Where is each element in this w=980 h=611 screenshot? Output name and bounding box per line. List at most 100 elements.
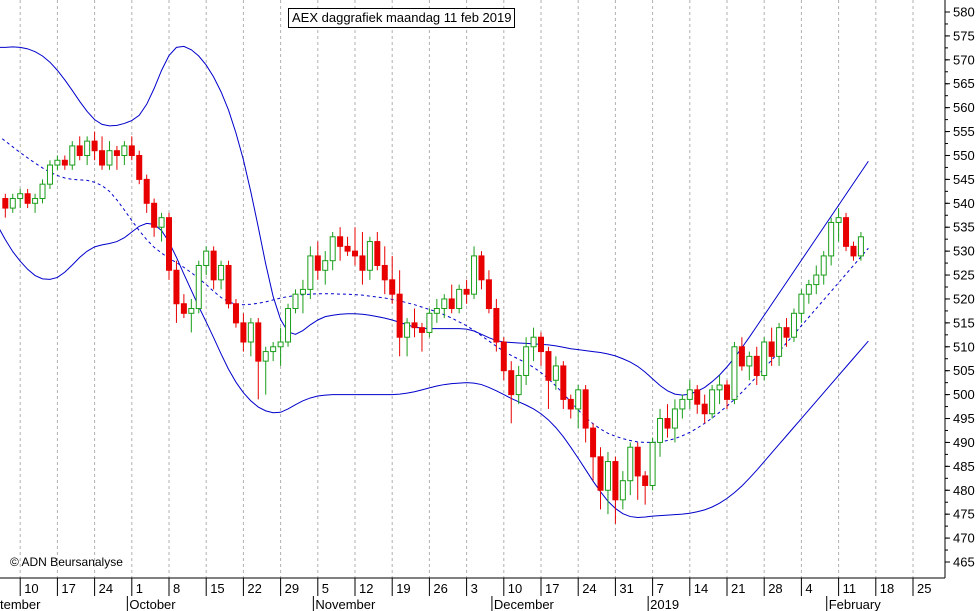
- candle: [777, 323, 782, 366]
- candle-body: [137, 155, 142, 179]
- candle: [248, 318, 253, 356]
- candle-body: [159, 218, 164, 228]
- chart-title: AEX daggrafiek maandag 11 feb 2019: [288, 8, 515, 28]
- candle-body: [382, 265, 387, 279]
- candle-body: [829, 222, 834, 255]
- candle-body: [152, 203, 157, 227]
- candle-body: [777, 328, 782, 357]
- candle-body: [613, 462, 618, 500]
- candle: [226, 261, 231, 309]
- candle-body: [687, 390, 692, 400]
- candle: [464, 280, 469, 304]
- candle: [754, 347, 759, 385]
- candle-body: [390, 280, 395, 294]
- candle-body: [77, 146, 82, 156]
- candle: [814, 265, 819, 294]
- candle-body: [449, 299, 454, 309]
- candle: [338, 227, 343, 260]
- candle-body: [799, 294, 804, 313]
- candle: [308, 246, 313, 299]
- candle: [159, 213, 164, 242]
- candle-body: [769, 342, 774, 356]
- candle-body: [256, 323, 261, 361]
- candle-body: [25, 194, 30, 204]
- candle-body: [107, 151, 112, 165]
- candle-body: [486, 280, 491, 309]
- candle: [107, 141, 112, 170]
- candle-body: [672, 409, 677, 428]
- candle: [152, 199, 157, 237]
- candle-body: [717, 385, 722, 390]
- month-label: November: [315, 597, 376, 611]
- candle-body: [144, 179, 149, 203]
- candle-body: [226, 265, 231, 303]
- candle: [10, 194, 15, 213]
- candle: [360, 232, 365, 285]
- candle: [806, 280, 811, 304]
- candle: [539, 332, 544, 365]
- x-tick-label: 12: [359, 581, 373, 596]
- y-tick-label: 535: [953, 220, 975, 235]
- candle-body: [55, 160, 60, 165]
- month-label: December: [494, 597, 555, 611]
- candle-body: [293, 294, 298, 308]
- candle: [330, 232, 335, 270]
- candle: [628, 442, 633, 495]
- candle-body: [397, 294, 402, 337]
- month-label: February: [829, 597, 882, 611]
- candle-body: [405, 323, 410, 337]
- candle: [672, 399, 677, 442]
- x-tick-label: 31: [619, 581, 633, 596]
- candle: [732, 342, 737, 404]
- candle: [256, 318, 261, 399]
- candle: [598, 447, 603, 509]
- candle: [353, 227, 358, 265]
- upper-band-line: [0, 46, 868, 395]
- candle: [479, 251, 484, 289]
- candle-body: [643, 476, 648, 486]
- candle: [717, 375, 722, 404]
- candle-body: [286, 309, 291, 342]
- candle-body: [189, 309, 194, 314]
- candle: [189, 299, 194, 332]
- x-tick-label: 4: [805, 581, 812, 596]
- candle-body: [114, 151, 119, 156]
- candle-body: [710, 390, 715, 414]
- candle-body: [472, 256, 477, 294]
- y-tick-label: 490: [953, 435, 975, 450]
- candle: [263, 347, 268, 395]
- y-tick-label: 565: [953, 76, 975, 91]
- candle: [509, 361, 514, 423]
- candle-body: [47, 165, 52, 184]
- y-tick-label: 575: [953, 28, 975, 43]
- month-label: 2019: [650, 597, 679, 611]
- candle-body: [248, 323, 253, 342]
- candle: [122, 141, 127, 165]
- candle: [434, 299, 439, 323]
- copyright-text: © ADN Beursanalyse: [10, 555, 123, 569]
- candle-body: [129, 146, 134, 156]
- candle-body: [784, 328, 789, 338]
- candle-body: [583, 390, 588, 428]
- candle: [702, 395, 707, 424]
- candle: [40, 179, 45, 203]
- candle-body: [553, 366, 558, 380]
- x-tick-label: 26: [433, 581, 447, 596]
- candle: [77, 136, 82, 160]
- y-tick-label: 480: [953, 483, 975, 498]
- candle-body: [62, 160, 67, 165]
- candle-body: [323, 261, 328, 271]
- x-tick-label: 17: [545, 581, 559, 596]
- candle-body: [167, 218, 172, 271]
- candle: [167, 213, 172, 280]
- x-tick-label: 15: [210, 581, 224, 596]
- candle-body: [747, 356, 752, 366]
- y-tick-label: 510: [953, 339, 975, 354]
- candle: [25, 189, 30, 208]
- candle-body: [814, 275, 819, 285]
- x-tick-label: 24: [582, 581, 596, 596]
- y-tick-label: 500: [953, 387, 975, 402]
- candle: [687, 380, 692, 409]
- x-tick-label: 14: [694, 581, 708, 596]
